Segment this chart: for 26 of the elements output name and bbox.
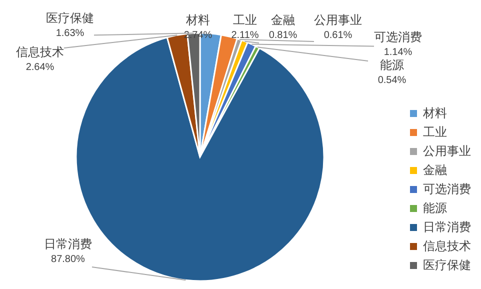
legend-label: 可选消费: [423, 181, 471, 198]
data-label: 87.80%: [51, 254, 86, 265]
data-label: 1.63%: [56, 28, 84, 39]
legend-label: 日常消费: [423, 219, 471, 236]
legend-label: 材料: [423, 105, 447, 122]
legend-label: 信息技术: [423, 238, 471, 255]
legend-label: 工业: [423, 124, 447, 141]
slice-label: 可选消费: [374, 30, 422, 44]
slice-label: 医疗保健: [46, 11, 94, 25]
data-label: 0.61%: [324, 30, 352, 41]
slice-label: 能源: [380, 58, 404, 72]
legend-label: 医疗保健: [423, 257, 471, 274]
slice-label: 日常消费: [44, 237, 92, 251]
legend-label: 公用事业: [423, 143, 471, 160]
data-label: 0.54%: [378, 75, 406, 86]
data-label: 0.81%: [268, 30, 298, 41]
slice-label: 金融: [271, 13, 295, 27]
slice-label: 工业: [233, 13, 257, 27]
slice-label: 公用事业: [314, 13, 362, 27]
legend-label: 金融: [423, 162, 447, 179]
legend-label: 能源: [423, 200, 447, 217]
data-label: 1.14%: [384, 47, 412, 58]
data-label: 2.11%: [231, 30, 259, 41]
slice-label: 材料: [185, 13, 210, 27]
slice-label: 信息技术: [16, 45, 64, 59]
data-label: 2.64%: [26, 62, 54, 73]
